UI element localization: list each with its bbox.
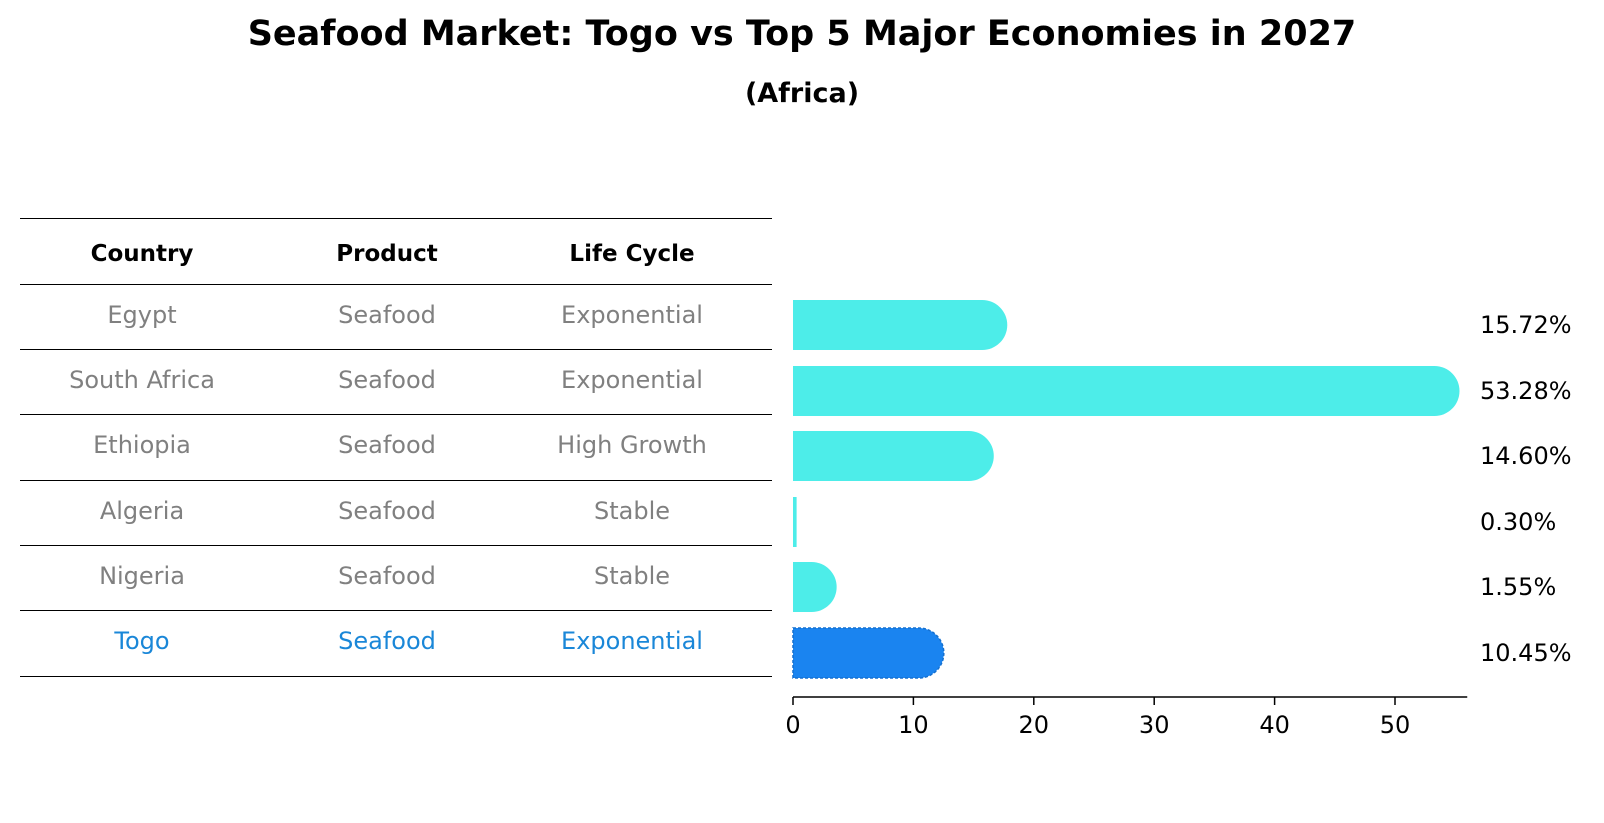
cell-life-cycle: Stable <box>593 562 671 590</box>
header-product: Product <box>336 241 438 267</box>
cell-product: Seafood <box>338 366 436 394</box>
table-rule <box>20 610 772 611</box>
bar <box>793 497 797 547</box>
table-rule <box>20 676 772 677</box>
table-rule <box>20 480 772 481</box>
value-label: 0.30% <box>1480 508 1556 536</box>
cell-country: Algeria <box>99 497 185 525</box>
header-country: Country <box>90 241 194 267</box>
x-tick-label: 50 <box>1380 711 1411 739</box>
table-rule <box>20 284 772 285</box>
header-life-cycle: Life Cycle <box>569 241 695 267</box>
x-tick-label: 40 <box>1259 711 1290 739</box>
cell-country: Egypt <box>107 301 177 329</box>
chart-subtitle: (Africa) <box>744 78 860 109</box>
chart-title: Seafood Market: Togo vs Top 5 Major Econ… <box>247 14 1357 54</box>
bar <box>793 431 994 481</box>
cell-life-cycle: Exponential <box>561 627 703 655</box>
cell-product: Seafood <box>338 627 436 655</box>
value-label: 15.72% <box>1480 311 1572 339</box>
x-tick-label: 30 <box>1139 711 1170 739</box>
cell-product: Seafood <box>338 301 436 329</box>
cell-country: Ethiopia <box>93 431 191 459</box>
cell-product: Seafood <box>338 497 436 525</box>
cell-product: Seafood <box>338 562 436 590</box>
cell-life-cycle: Exponential <box>561 301 703 329</box>
table-rule <box>20 414 772 415</box>
x-tick-label: 10 <box>898 711 929 739</box>
table-rule <box>20 349 772 350</box>
bar <box>793 366 1460 416</box>
bar <box>793 562 837 612</box>
value-label: 53.28% <box>1480 377 1572 405</box>
cell-product: Seafood <box>338 431 436 459</box>
value-label: 14.60% <box>1480 442 1572 470</box>
cell-life-cycle: Stable <box>593 497 671 525</box>
cell-country: Nigeria <box>99 562 185 590</box>
table-rule <box>20 218 772 219</box>
cell-country: South Africa <box>69 366 215 394</box>
x-tick-label: 20 <box>1019 711 1050 739</box>
cell-life-cycle: Exponential <box>561 366 703 394</box>
value-label: 10.45% <box>1480 639 1572 667</box>
cell-life-cycle: High Growth <box>557 431 707 459</box>
bar-highlight <box>792 627 945 679</box>
x-tick-label: 0 <box>785 711 800 739</box>
cell-country: Togo <box>114 627 170 655</box>
value-label: 1.55% <box>1480 573 1556 601</box>
table-rule <box>20 545 772 546</box>
bar <box>793 300 1008 350</box>
